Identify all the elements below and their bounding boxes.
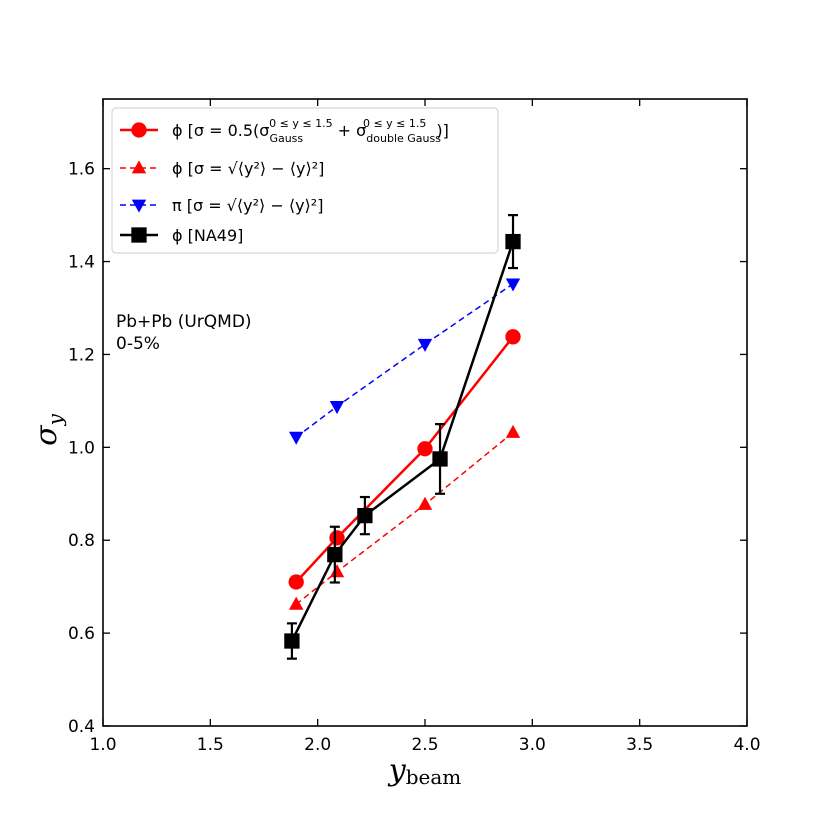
y-axis-label: σy — [29, 413, 67, 445]
x-axis-label-main: y — [387, 753, 407, 788]
y-tick-label: 0.4 — [68, 717, 95, 737]
legend-box — [111, 107, 499, 254]
y-axis-label-sub: y — [43, 413, 67, 426]
series-layer — [284, 214, 521, 660]
y-tick-label: 0.8 — [68, 531, 95, 551]
y-tick-label: 0.6 — [68, 624, 95, 644]
series-4 — [284, 214, 521, 660]
series-2-point — [505, 424, 521, 438]
series-4-line — [290, 241, 515, 642]
legend-entry-1-sub1: Gauss — [269, 132, 303, 145]
x-tick-label: 3.0 — [519, 735, 546, 755]
series-4-point — [432, 451, 448, 467]
y-tick-label: 1.6 — [68, 160, 95, 180]
series-1-point — [505, 329, 521, 345]
plot-frame — [102, 98, 748, 727]
series-4-point — [505, 233, 521, 250]
series-1-point — [288, 574, 304, 590]
legend-entry-3: π [σ = √⟨y²⟩ − ⟨y⟩²] — [172, 196, 323, 215]
series-2-point — [289, 596, 304, 610]
legend: ϕ [σ = 0.5(σGauss 0 ≤ y ≤ 1.5 + σdouble G… — [111, 107, 499, 254]
x-tick-label: 1.0 — [89, 735, 116, 755]
series-3-point — [329, 401, 345, 415]
legend-key-3-marker — [131, 199, 147, 213]
series-3-line — [295, 283, 514, 438]
legend-entry-1: ϕ [σ = 0.5(σGauss 0 ≤ y ≤ 1.5 + σdouble G… — [172, 117, 449, 145]
y-tick-label: 1.0 — [68, 438, 95, 458]
series-2-point — [417, 496, 433, 510]
series-2 — [289, 424, 521, 610]
legend-entry-1-main: ϕ [σ = 0.5(σ — [172, 121, 269, 140]
annotation-line-1: Pb+Pb (UrQMD) — [116, 312, 252, 332]
series-2-point — [329, 564, 345, 578]
legend-entry-1-mid: + σ — [333, 121, 367, 140]
x-tick-label: 2.5 — [411, 735, 438, 755]
legend-key-4-marker — [131, 227, 147, 243]
series-4-point — [327, 546, 343, 563]
series-3-point — [417, 338, 433, 352]
x-axis-label: ybeam — [387, 753, 462, 789]
y-tick-label: 1.2 — [68, 345, 95, 365]
series-1 — [288, 329, 521, 590]
series-4-point — [357, 507, 373, 524]
series-4-point — [284, 633, 300, 649]
legend-keys — [120, 122, 158, 243]
x-tick-label: 3.5 — [626, 735, 653, 755]
x-tick-label: 2.0 — [304, 735, 331, 755]
series-1-point — [329, 530, 345, 546]
series-2-line — [295, 431, 514, 605]
legend-entry-2: ϕ [σ = √⟨y²⟩ − ⟨y⟩²] — [172, 159, 324, 178]
x-axis-label-sub: beam — [406, 765, 462, 789]
y-tick-label: 1.4 — [68, 253, 95, 273]
legend-key-1-marker — [131, 122, 147, 138]
y-axis-label-main: σ — [29, 424, 64, 446]
legend-entry-1-sup2: 0 ≤ y ≤ 1.5 — [363, 117, 426, 130]
x-tick-label: 4.0 — [733, 735, 760, 755]
legend-entry-4: ϕ [NA49] — [172, 226, 243, 245]
legend-key-2-marker — [131, 160, 147, 174]
axis-ticks: 1.0 1.5 2.0 2.5 3.0 3.5 4.0 0.4 0.6 0.8 1.0 1.2 1.4 1… — [68, 99, 761, 755]
series-1-point — [417, 441, 433, 457]
legend-entry-1-sub2: double Gauss — [366, 132, 441, 145]
annotation-line-2: 0-5% — [116, 334, 160, 354]
series-3 — [289, 278, 521, 445]
legend-entry-1-sup1: 0 ≤ y ≤ 1.5 — [269, 117, 332, 130]
series-1-line — [295, 336, 514, 583]
series-3-point — [289, 431, 304, 445]
x-tick-label: 1.5 — [197, 735, 224, 755]
legend-entry-1-end: )] — [436, 121, 448, 140]
series-3-point — [505, 278, 521, 292]
